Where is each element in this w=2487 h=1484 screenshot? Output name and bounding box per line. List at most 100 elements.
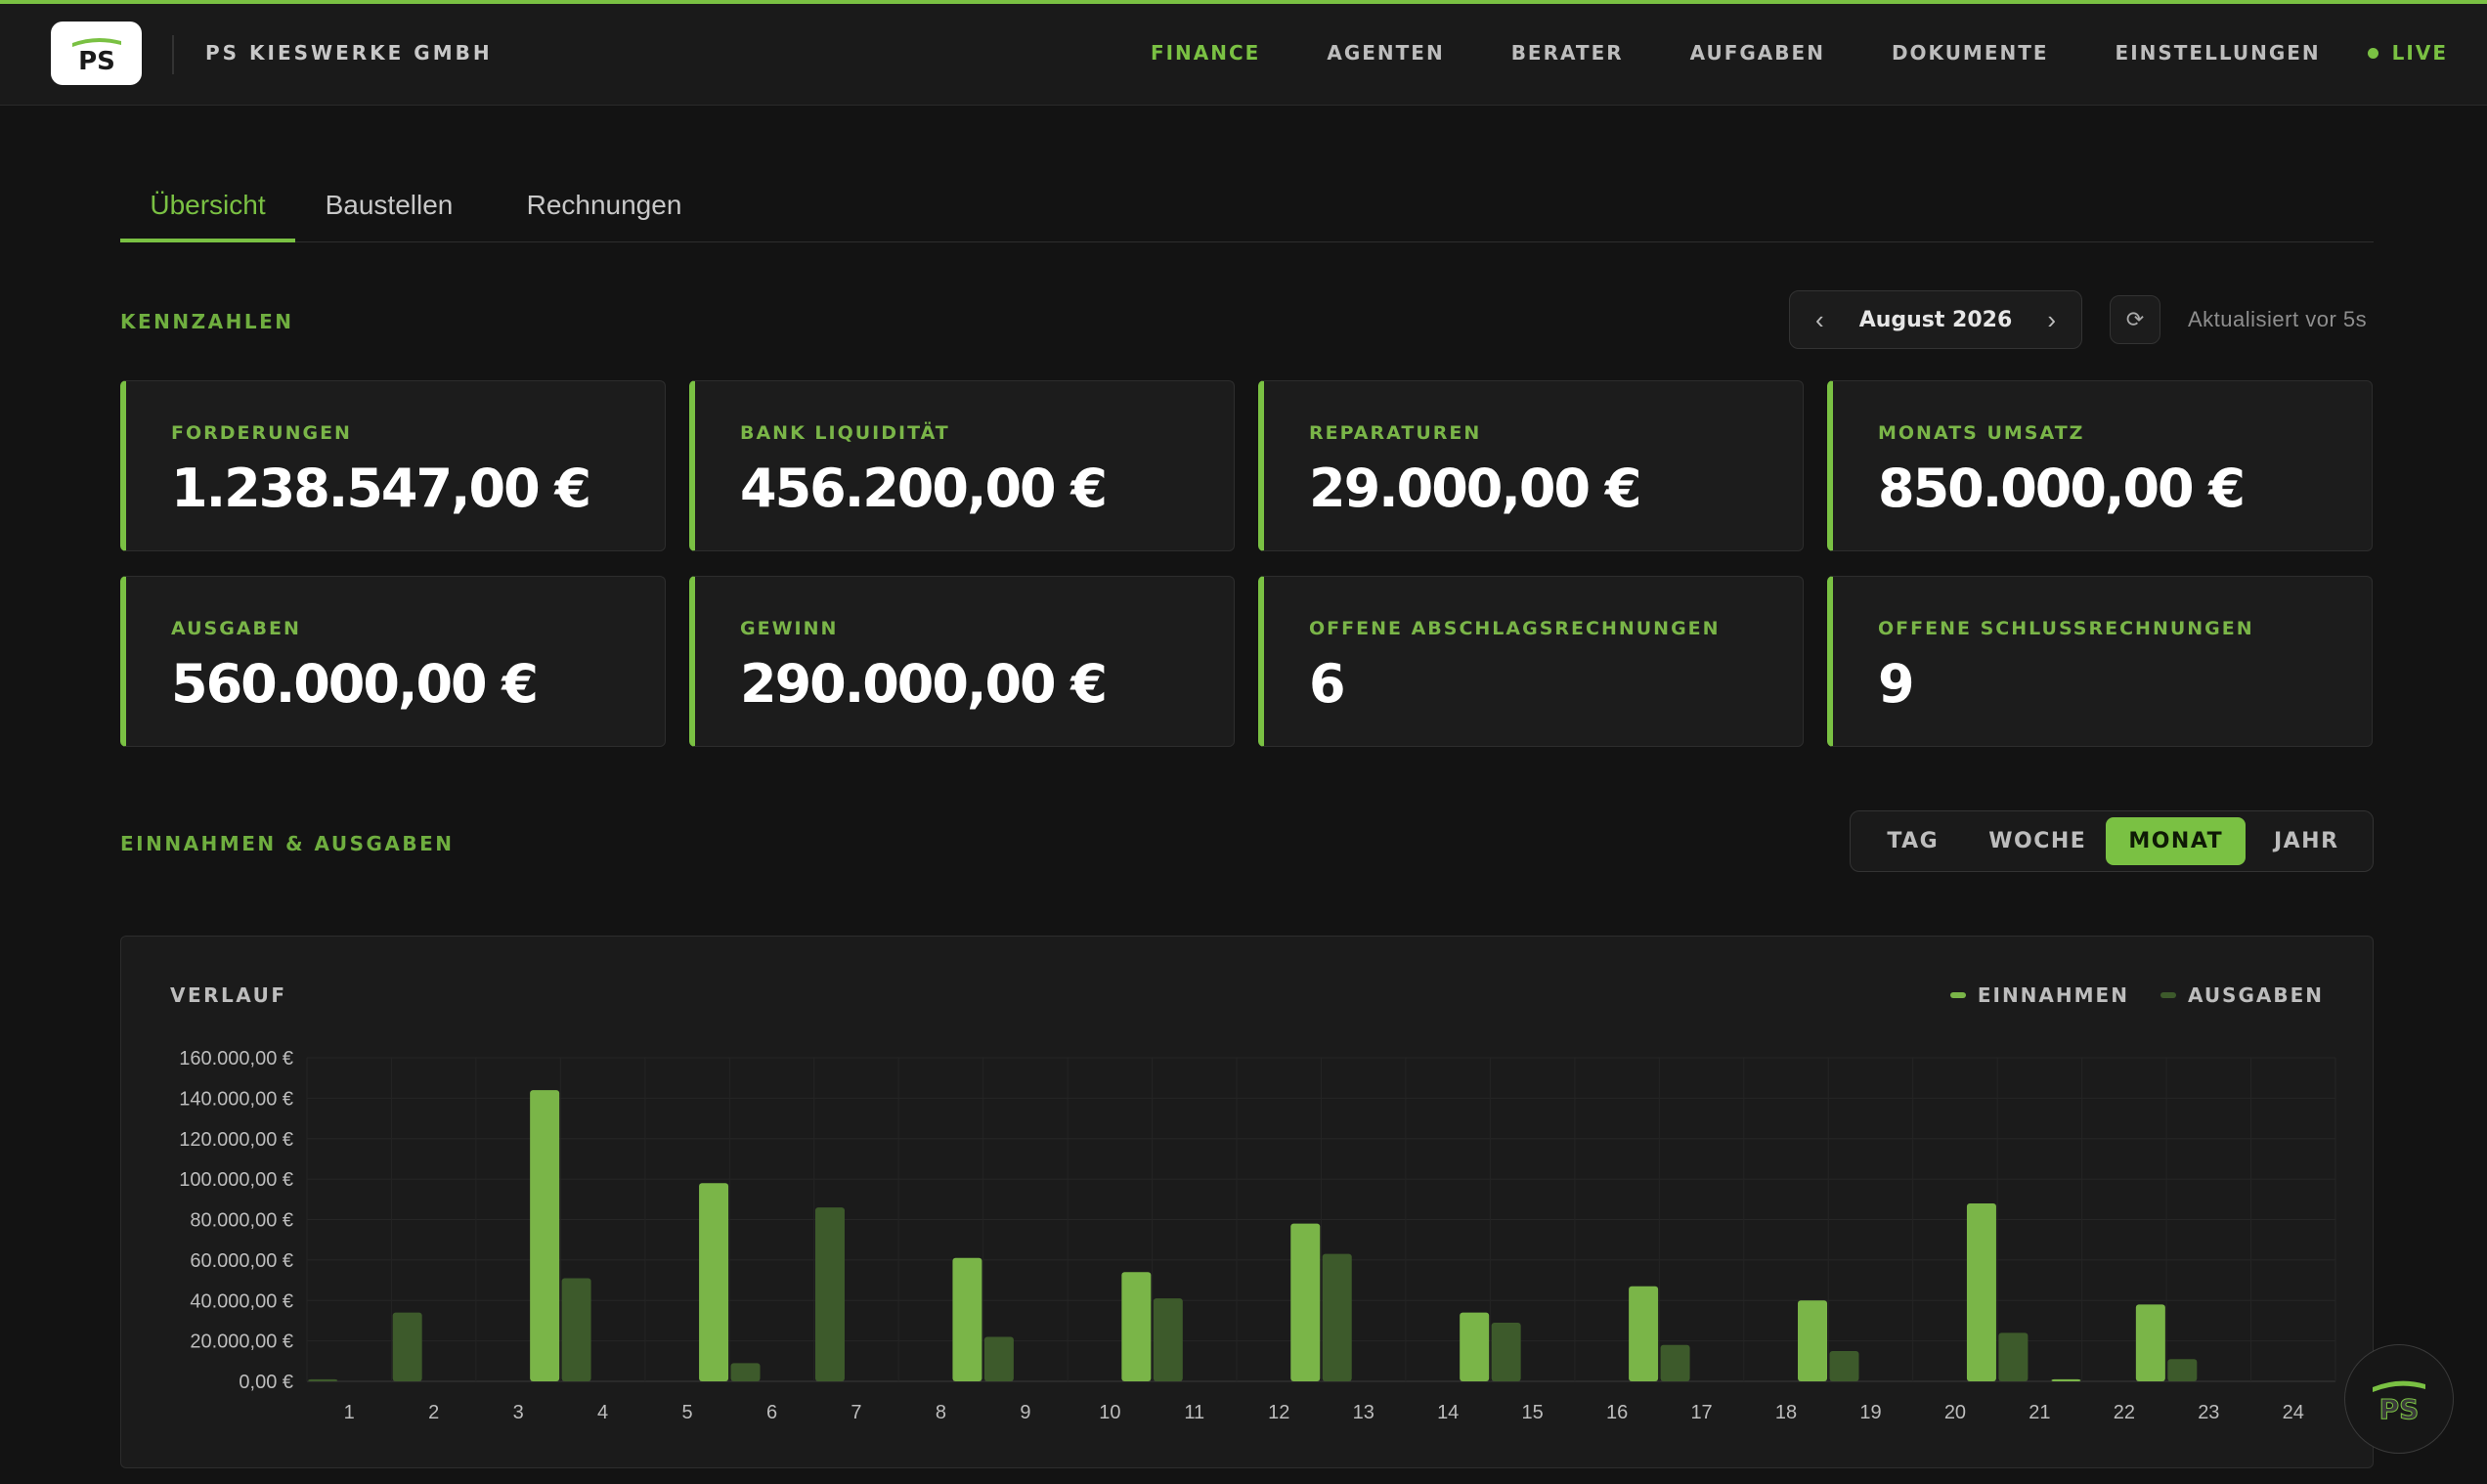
x-tick-label: 2 bbox=[428, 1402, 439, 1423]
bar-ausgaben bbox=[1491, 1323, 1521, 1381]
nav-agenten[interactable]: AGENTEN bbox=[1327, 41, 1445, 65]
kpi-label: REPARATUREN bbox=[1309, 422, 1482, 444]
bar-einnahmen bbox=[2051, 1378, 2081, 1381]
live-label: LIVE bbox=[2391, 41, 2448, 65]
legend-swatch-einnahmen bbox=[1949, 992, 1966, 998]
kpi-value: 1.238.547,00 € bbox=[171, 458, 591, 519]
x-tick-label: 18 bbox=[1775, 1402, 1797, 1423]
kpi-label: AUSGABEN bbox=[171, 618, 301, 639]
legend-einnahmen[interactable]: EINNAHMEN bbox=[1949, 983, 2129, 1007]
nav-finance[interactable]: FINANCE bbox=[1150, 41, 1261, 65]
y-tick-label: 160.000,00 € bbox=[179, 1048, 293, 1069]
x-tick-label: 11 bbox=[1184, 1402, 1204, 1423]
x-tick-label: 23 bbox=[2198, 1402, 2219, 1423]
kpi-value: 9 bbox=[1878, 653, 1915, 715]
kpi-card-gewinn: GEWINN 290.000,00 € bbox=[689, 576, 1235, 747]
x-tick-label: 7 bbox=[851, 1402, 861, 1423]
nav-dokumente[interactable]: DOKUMENTE bbox=[1891, 41, 2049, 65]
kpi-label: MONATS UMSATZ bbox=[1878, 422, 2085, 444]
x-tick-label: 1 bbox=[344, 1402, 355, 1423]
period-toggle: TAG WOCHE MONAT JAHR bbox=[1850, 810, 2374, 872]
bar-ausgaben bbox=[1322, 1253, 1352, 1381]
kpi-label: FORDERUNGEN bbox=[171, 422, 352, 444]
bar-einnahmen bbox=[1629, 1286, 1659, 1381]
legend-swatch-ausgaben bbox=[2160, 992, 2176, 998]
company-name: PS KIESWERKE GMBH bbox=[205, 41, 493, 65]
kpi-value: 850.000,00 € bbox=[1878, 458, 2246, 519]
y-tick-label: 0,00 € bbox=[239, 1372, 293, 1393]
period-woche-button[interactable]: WOCHE bbox=[1988, 829, 2087, 853]
company-logo[interactable]: PS bbox=[51, 22, 142, 85]
period-tag-button[interactable]: TAG bbox=[1887, 829, 1940, 853]
top-navbar: PS PS KIESWERKE GMBH FINANCE AGENTEN BER… bbox=[0, 4, 2487, 106]
x-tick-label: 3 bbox=[513, 1402, 524, 1423]
bar-ausgaben bbox=[730, 1363, 761, 1381]
ps-logo-icon: PS bbox=[71, 37, 121, 73]
x-tick-label: 19 bbox=[1859, 1402, 1881, 1423]
bar-ausgaben bbox=[308, 1378, 338, 1381]
bar-ausgaben bbox=[1660, 1344, 1690, 1381]
kpi-value: 456.200,00 € bbox=[740, 458, 1108, 519]
bar-ausgaben bbox=[983, 1336, 1014, 1381]
main-nav: FINANCE AGENTEN BERATER AUFGABEN DOKUMEN… bbox=[1084, 41, 2448, 65]
svg-text:PS: PS bbox=[2379, 1393, 2420, 1423]
kpi-card-ausgaben: AUSGABEN 560.000,00 € bbox=[120, 576, 666, 747]
x-tick-label: 14 bbox=[1437, 1402, 1459, 1423]
assistant-fab-button[interactable]: PS bbox=[2344, 1344, 2454, 1454]
kpi-card-reparaturen: REPARATUREN 29.000,00 € bbox=[1258, 380, 1804, 551]
ps-assistant-icon: PS bbox=[2373, 1380, 2425, 1423]
x-tick-label: 9 bbox=[1020, 1402, 1030, 1423]
x-tick-label: 6 bbox=[766, 1402, 777, 1423]
x-tick-label: 8 bbox=[936, 1402, 946, 1423]
tab-baustellen[interactable]: Baustellen bbox=[325, 190, 454, 220]
next-month-button[interactable]: › bbox=[2047, 304, 2056, 334]
refresh-button[interactable]: ⟳ bbox=[2110, 295, 2160, 344]
legend-ausgaben[interactable]: AUSGABEN bbox=[2160, 983, 2324, 1007]
bar-einnahmen bbox=[1798, 1300, 1828, 1381]
bar-ausgaben bbox=[561, 1278, 591, 1381]
y-tick-label: 100.000,00 € bbox=[179, 1169, 293, 1191]
bar-einnahmen bbox=[952, 1257, 982, 1381]
svg-text:PS: PS bbox=[78, 47, 115, 73]
nav-einstellungen[interactable]: EINSTELLUNGEN bbox=[2115, 41, 2321, 65]
kpi-card-offene-schlussrechnungen: OFFENE SCHLUSSRECHNUNGEN 9 bbox=[1827, 576, 2373, 747]
x-tick-label: 24 bbox=[2283, 1402, 2304, 1423]
bar-einnahmen bbox=[1460, 1312, 1490, 1381]
x-tick-label: 17 bbox=[1690, 1402, 1712, 1423]
kpi-label: GEWINN bbox=[740, 618, 839, 639]
bar-einnahmen bbox=[530, 1090, 560, 1381]
kpi-card-bank-liquiditaet: BANK LIQUIDITÄT 456.200,00 € bbox=[689, 380, 1235, 551]
kpi-label: BANK LIQUIDITÄT bbox=[740, 422, 950, 444]
y-tick-label: 80.000,00 € bbox=[190, 1210, 293, 1232]
kennzahlen-heading: KENNZAHLEN bbox=[120, 310, 294, 333]
prev-month-button[interactable]: ‹ bbox=[1815, 304, 1824, 334]
refresh-icon: ⟳ bbox=[2125, 307, 2145, 331]
chart-title: VERLAUF bbox=[170, 983, 287, 1007]
bar-einnahmen bbox=[1966, 1202, 1996, 1381]
bar-ausgaben bbox=[1829, 1350, 1859, 1381]
x-tick-label: 16 bbox=[1606, 1402, 1628, 1423]
y-tick-label: 140.000,00 € bbox=[179, 1088, 293, 1110]
chart-panel: 0,00 € 20.000,00 € 40.000,00 € 60.000,00 € 8… bbox=[120, 936, 2374, 1468]
bar-einnahmen bbox=[1121, 1272, 1152, 1381]
updated-timestamp: Aktualisiert vor 5s bbox=[2188, 307, 2368, 331]
nav-berater[interactable]: BERATER bbox=[1510, 41, 1624, 65]
bar-ausgaben bbox=[814, 1207, 845, 1381]
current-month: August 2026 bbox=[1858, 307, 2013, 332]
nav-aufgaben[interactable]: AUFGABEN bbox=[1689, 41, 1825, 65]
bar-chart: 0,00 € 20.000,00 € 40.000,00 € 60.000,00 € 8… bbox=[179, 1048, 2336, 1423]
tab-uebersicht[interactable]: Übersicht bbox=[120, 182, 295, 242]
x-tick-label: 21 bbox=[2029, 1402, 2050, 1423]
tab-rechnungen[interactable]: Rechnungen bbox=[526, 190, 682, 220]
live-dot-icon bbox=[2367, 47, 2378, 59]
accent-top-line bbox=[0, 0, 2487, 4]
period-monat-button[interactable]: MONAT bbox=[2106, 817, 2247, 865]
kpi-value: 29.000,00 € bbox=[1309, 458, 1641, 519]
period-jahr-button[interactable]: JAHR bbox=[2273, 829, 2339, 853]
bar-einnahmen bbox=[699, 1183, 729, 1381]
kpi-card-monats-umsatz: MONATS UMSATZ 850.000,00 € bbox=[1827, 380, 2373, 551]
nav-divider bbox=[172, 35, 174, 74]
bar-ausgaben bbox=[2167, 1359, 2198, 1381]
y-tick-label: 40.000,00 € bbox=[190, 1290, 293, 1312]
bar-ausgaben bbox=[1998, 1332, 2029, 1381]
